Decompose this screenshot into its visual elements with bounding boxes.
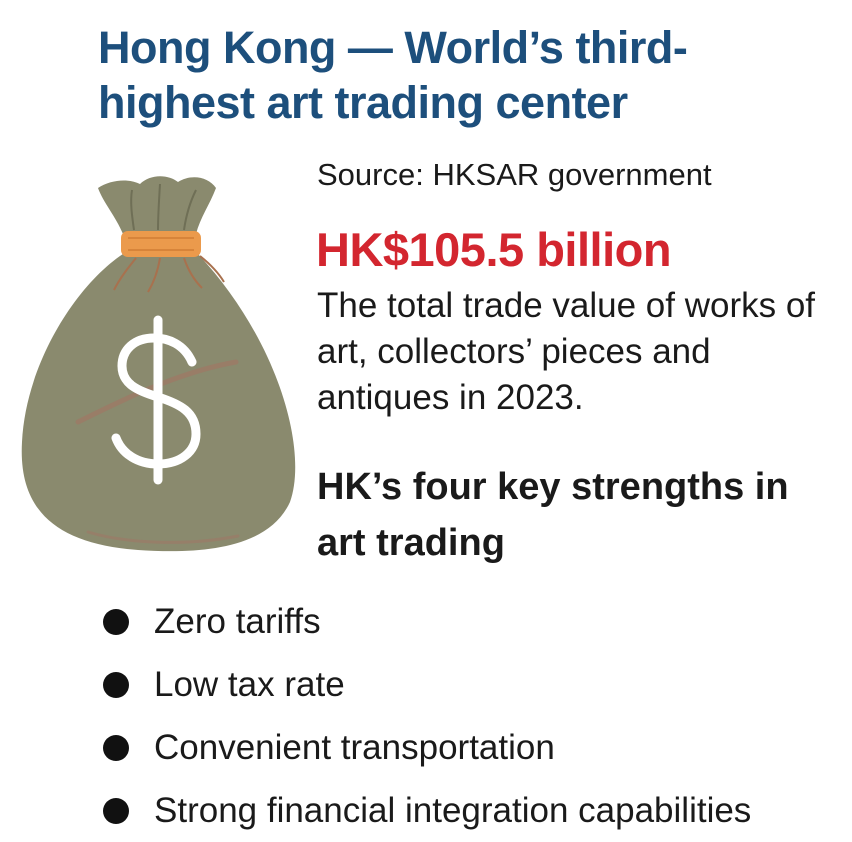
bullet-icon xyxy=(103,734,129,761)
stat-value: HK$105.5 billion xyxy=(316,223,672,276)
dollar-sign-icon xyxy=(111,315,201,485)
stat-description: The total trade value of works of art, c… xyxy=(317,286,816,417)
strengths-heading: HK’s four key strengths in art trading xyxy=(317,466,789,564)
list-item: Zero tariffs xyxy=(103,590,843,653)
strength-label: Convenient transportation xyxy=(154,727,555,767)
list-item: Convenient transportation xyxy=(103,716,843,779)
strength-label: Strong financial integration capabilitie… xyxy=(154,790,752,830)
list-item: Strong financial integration capabilitie… xyxy=(103,779,843,842)
strength-label: Low tax rate xyxy=(154,664,345,704)
list-item: Low tax rate xyxy=(103,653,843,716)
bag-ruffle xyxy=(98,176,216,234)
strengths-list: Zero tariffs Low tax rate Convenient tra… xyxy=(103,590,843,842)
strength-label: Zero tariffs xyxy=(154,601,321,641)
source-note: Source: HKSAR government xyxy=(317,157,712,192)
page-title: Hong Kong — World’s third-highest art tr… xyxy=(98,22,688,128)
bullet-icon xyxy=(103,671,129,698)
bag-tie xyxy=(121,231,201,257)
bullet-icon xyxy=(103,797,129,824)
bullet-icon xyxy=(103,608,129,635)
money-bag-icon xyxy=(21,176,296,552)
